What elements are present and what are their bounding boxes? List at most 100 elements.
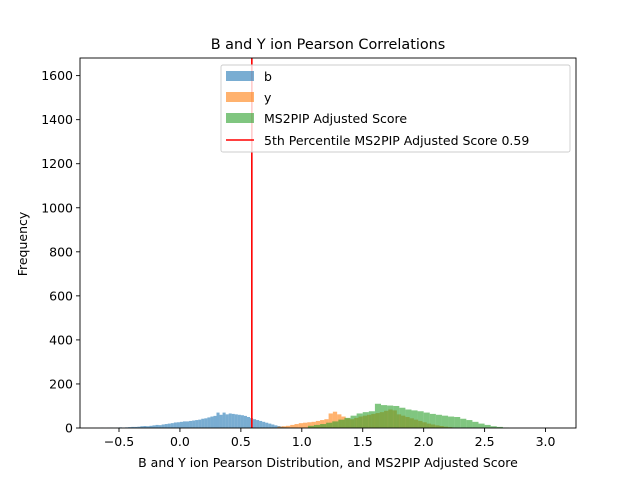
series-0-bars [100,412,299,428]
y-tick-label: 1000 [41,200,73,215]
legend-label-ms2pip: MS2PIP Adjusted Score [264,111,407,126]
histogram-bar [411,410,418,428]
histogram-bar [265,422,269,428]
histogram-bar [164,424,168,428]
histogram-bar [176,422,180,428]
histogram-bar [448,416,455,428]
x-tick-label: 0.0 [170,434,190,449]
histogram-bar [328,413,333,428]
histogram-bar [155,424,159,428]
histogram-bar [240,415,244,428]
histogram-bar [173,422,177,428]
histogram-bar [231,413,235,428]
histogram-bar [356,413,363,428]
histogram-bar [237,414,241,428]
histogram-bar [429,413,436,428]
histogram-bar [189,420,193,428]
x-tick-label: 2.0 [414,434,434,449]
histogram-bar [256,420,260,428]
histogram-bar [466,420,473,428]
x-tick-label: 2.5 [475,434,495,449]
histogram-bar [399,407,406,428]
histogram-bar [140,426,144,428]
histogram-bar [381,405,388,428]
legend-swatch-b [226,71,254,81]
histogram-bar [374,403,382,428]
histogram-bar [204,418,208,428]
y-axis-label: Frequency [15,211,30,276]
histogram-bar [179,421,183,428]
chart-title: B and Y ion Pearson Correlations [211,37,446,53]
histogram-bar [307,425,314,428]
histogram-bar [167,423,171,428]
histogram-bar [234,414,238,428]
histogram-bar [143,426,147,428]
histogram-bar [441,415,449,428]
x-axis-ticks: −0.5 0.0 0.5 1.0 1.5 2.0 2.5 3.0 [104,428,556,449]
histogram-bar [313,424,321,428]
y-tick-label: 1600 [41,68,73,83]
histogram-bar [216,412,220,428]
histogram-bar [207,417,211,428]
histogram-bar [182,421,187,428]
x-tick-label: −0.5 [104,434,134,449]
histogram-bar [460,418,467,428]
histogram-bar [285,425,291,428]
histogram-bar [246,416,251,428]
histogram-bar [149,425,153,428]
histogram-bar [332,421,339,428]
y-tick-label: 600 [49,288,73,303]
histogram-bar [315,420,321,428]
histogram-bar [277,426,282,428]
legend-label-y: y [264,90,272,105]
histogram-bar [146,426,150,428]
histogram-bar [134,426,138,428]
y-tick-label: 200 [49,376,73,391]
histogram-bar [259,420,263,428]
x-tick-label: 0.5 [231,434,251,449]
histogram-bar [198,419,202,428]
histogram-bar [281,426,286,428]
legend-label-b: b [264,69,272,84]
histogram-bar [423,412,430,428]
histogram-bar [496,426,503,428]
histogram-bar [271,424,275,428]
histogram-bar [332,411,338,428]
histogram-bar [454,416,461,428]
histogram-bar [161,424,165,428]
histogram-bar [362,412,369,428]
histogram-bar [137,426,141,428]
legend-label-5th-percentile: 5th Percentile MS2PIP Adjusted Score 0.5… [264,133,529,148]
histogram-bar [484,424,491,428]
histogram-bar [219,414,223,428]
y-tick-label: 800 [49,244,73,259]
series-2-bars [307,403,509,428]
y-tick-label: 0 [65,421,73,436]
histogram-bar [478,423,485,428]
x-tick-label: 1.0 [292,434,312,449]
y-tick-label: 400 [49,332,73,347]
histogram-bar [290,424,295,428]
histogram-bar [262,421,266,428]
legend-box [220,64,571,153]
histogram-bar [298,423,304,428]
legend-swatch-y [226,92,254,102]
histogram-bar [320,424,327,428]
histogram-bar [195,420,199,428]
histogram-bar [253,419,257,428]
histogram-bar [170,423,174,428]
histogram-bar [303,422,308,428]
histogram-bar [210,416,214,428]
y-axis-ticks: 0 200 400 600 800 1000 1200 1400 1600 [41,68,80,436]
histogram-bar [158,425,162,428]
histogram-bar [222,412,226,428]
histogram-bar [368,411,375,428]
x-axis-label: B and Y ion Pearson Distribution, and MS… [138,455,518,470]
histogram-bar [326,422,333,428]
histogram-bar [393,405,400,428]
histogram-bar [338,419,345,428]
histogram-bar [307,422,312,428]
histogram-bar [131,426,135,428]
histogram-bar [243,415,247,428]
